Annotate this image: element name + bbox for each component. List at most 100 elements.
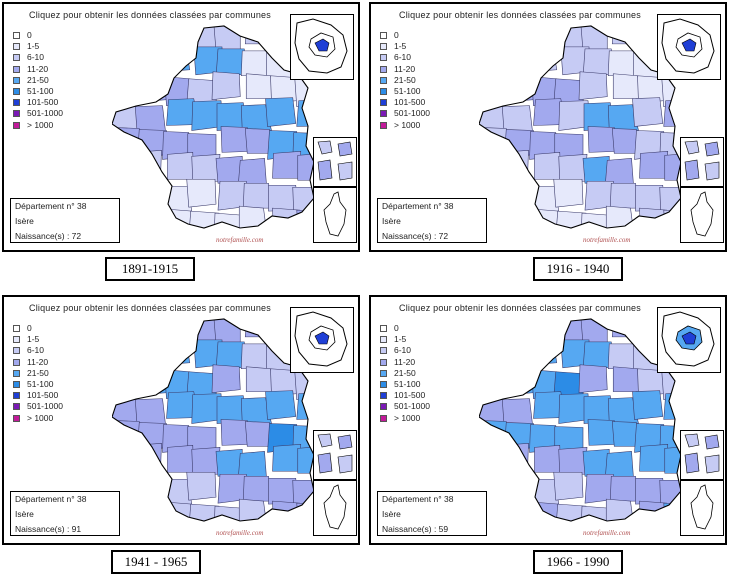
departement-region[interactable] (527, 337, 558, 366)
departement-region[interactable] (167, 445, 195, 473)
paris-inset[interactable] (657, 14, 721, 80)
departement-region[interactable] (659, 186, 689, 215)
departement-region[interactable] (211, 71, 241, 100)
departement-region[interactable] (188, 210, 220, 237)
departement-region[interactable] (578, 71, 608, 100)
departement-region[interactable] (632, 97, 664, 127)
departement-region[interactable] (587, 126, 617, 153)
departement-region[interactable] (272, 207, 301, 235)
departement-region[interactable] (115, 72, 144, 98)
paris-inset[interactable] (290, 307, 354, 373)
dom-tom-inset[interactable] (313, 137, 357, 187)
departement-region[interactable] (167, 152, 195, 180)
departement-region[interactable] (265, 390, 297, 420)
map-title-link[interactable]: Cliquez pour obtenir les données classée… (29, 10, 271, 20)
departement-region[interactable] (245, 366, 274, 392)
departement-region[interactable] (188, 503, 220, 530)
departement-region[interactable] (160, 44, 191, 73)
departement-region[interactable] (112, 450, 137, 478)
departement-region[interactable] (482, 365, 511, 391)
departement-region[interactable] (137, 476, 168, 504)
departement-region[interactable] (215, 449, 243, 477)
corse-inset[interactable] (680, 187, 724, 243)
departement-region[interactable] (479, 22, 502, 44)
departement-region[interactable] (112, 49, 142, 76)
paris-inset[interactable] (290, 14, 354, 80)
departement-region[interactable] (534, 445, 562, 473)
departement-region[interactable] (479, 49, 509, 76)
departement-region[interactable] (555, 210, 587, 237)
departement-region[interactable] (578, 364, 608, 393)
departement-region[interactable] (213, 505, 243, 530)
dom-tom-inset[interactable] (313, 430, 357, 480)
departement-region[interactable] (534, 152, 562, 180)
departement-region[interactable] (504, 476, 535, 504)
departement-region[interactable] (506, 22, 536, 46)
departement-region[interactable] (213, 212, 243, 237)
departement-region[interactable] (245, 73, 274, 99)
corse-inset[interactable] (313, 480, 357, 536)
map-title-link[interactable]: Cliquez pour obtenir les données classée… (29, 303, 271, 313)
departement-region[interactable] (659, 479, 689, 508)
departement-region[interactable] (479, 157, 504, 185)
departement-region[interactable] (189, 315, 219, 343)
departement-region[interactable] (612, 73, 641, 99)
departement-region[interactable] (215, 156, 243, 184)
map-title-link[interactable]: Cliquez pour obtenir les données classée… (399, 10, 641, 20)
departement-region[interactable] (479, 450, 504, 478)
paris-inset[interactable] (657, 307, 721, 373)
departement-region[interactable] (160, 337, 191, 366)
departement-region[interactable] (135, 344, 166, 372)
departement-region[interactable] (611, 315, 641, 338)
departement-region[interactable] (112, 342, 142, 369)
departement-region[interactable] (165, 315, 193, 341)
departement-region[interactable] (556, 315, 586, 343)
departement-region[interactable] (482, 72, 511, 98)
departement-region[interactable] (508, 206, 537, 234)
departement-region[interactable] (508, 499, 537, 527)
departement-region[interactable] (296, 392, 322, 420)
departement-region[interactable] (639, 207, 668, 235)
departement-region[interactable] (165, 22, 193, 48)
departement-region[interactable] (532, 22, 560, 48)
departement-region[interactable] (141, 206, 170, 234)
departement-region[interactable] (137, 183, 168, 211)
departement-region[interactable] (504, 183, 535, 211)
departement-region[interactable] (139, 315, 169, 339)
departement-region[interactable] (639, 151, 669, 179)
departement-region[interactable] (580, 212, 610, 237)
departement-region[interactable] (611, 22, 641, 45)
dom-tom-inset[interactable] (680, 137, 724, 187)
departement-region[interactable] (479, 342, 509, 369)
departement-region[interactable] (296, 99, 322, 127)
france-map[interactable] (479, 315, 689, 530)
corse-inset[interactable] (680, 480, 724, 536)
departement-region[interactable] (553, 471, 584, 501)
departement-region[interactable] (272, 500, 301, 528)
departement-region[interactable] (664, 153, 689, 181)
dom-tom-inset[interactable] (680, 430, 724, 480)
departement-region[interactable] (639, 444, 669, 472)
departement-region[interactable] (506, 315, 536, 339)
departement-region[interactable] (115, 365, 144, 391)
departement-region[interactable] (555, 503, 587, 530)
departement-region[interactable] (112, 315, 135, 337)
departement-region[interactable] (612, 366, 641, 392)
departement-region[interactable] (663, 99, 689, 127)
departement-region[interactable] (553, 178, 584, 208)
departement-region[interactable] (112, 22, 135, 44)
departement-region[interactable] (632, 390, 664, 420)
departement-region[interactable] (112, 157, 137, 185)
departement-region[interactable] (272, 444, 302, 472)
departement-region[interactable] (297, 153, 322, 181)
departement-region[interactable] (580, 505, 610, 530)
departement-region[interactable] (186, 471, 217, 501)
departement-region[interactable] (135, 51, 166, 79)
departement-region[interactable] (272, 151, 302, 179)
departement-region[interactable] (292, 186, 322, 215)
departement-region[interactable] (639, 500, 668, 528)
departement-region[interactable] (663, 392, 689, 420)
departement-region[interactable] (211, 364, 241, 393)
departement-region[interactable] (664, 446, 689, 474)
departement-region[interactable] (297, 446, 322, 474)
